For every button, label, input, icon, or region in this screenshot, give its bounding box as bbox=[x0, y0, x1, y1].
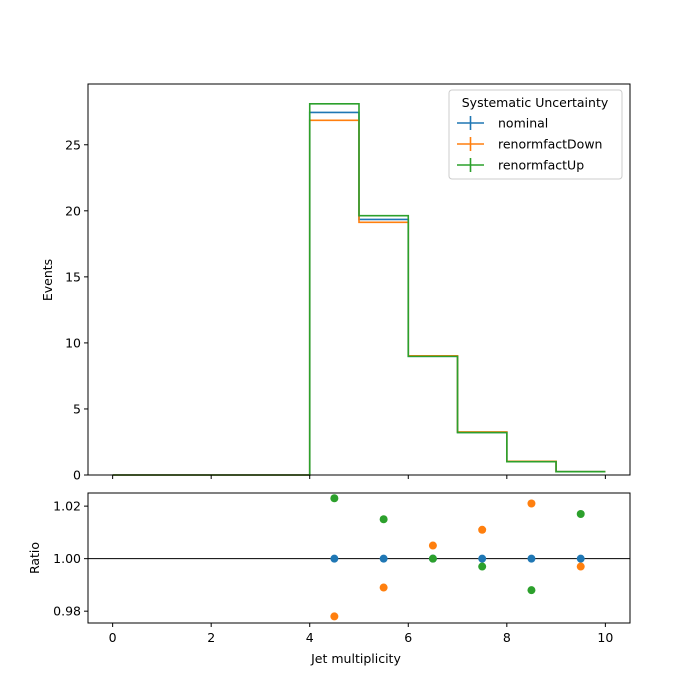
ratio-series-group bbox=[330, 494, 585, 621]
ratio-y-ticks: 0.98 1.00 1.02 bbox=[53, 499, 88, 619]
ratio-point bbox=[478, 554, 487, 563]
x-tick-label: 2 bbox=[207, 630, 215, 645]
ratio-series-renormfactUp bbox=[330, 494, 585, 595]
main-y-axis-label: Events bbox=[40, 259, 55, 301]
legend-label: nominal bbox=[498, 116, 548, 131]
legend-entry-nominal: nominal bbox=[457, 116, 548, 131]
legend-title: Systematic Uncertainty bbox=[462, 95, 609, 110]
x-tick-label: 0 bbox=[109, 630, 117, 645]
ratio-panel: 0.98 1.00 1.02 0 2 4 6 8 10 Ratio Jet multiplic… bbox=[27, 492, 631, 666]
main-y-tick-label: 20 bbox=[65, 203, 81, 218]
ratio-x-ticks: 0 2 4 6 8 10 bbox=[109, 623, 613, 645]
ratio-point bbox=[379, 583, 388, 592]
ratio-point bbox=[379, 515, 388, 524]
ratio-point bbox=[379, 554, 388, 563]
main-y-tick-label: 5 bbox=[73, 401, 81, 416]
ratio-point bbox=[576, 554, 585, 563]
ratio-point bbox=[527, 586, 536, 595]
ratio-point bbox=[478, 525, 487, 534]
main-y-ticks: 0 5 10 15 20 25 bbox=[65, 137, 88, 483]
x-axis-label: Jet multiplicity bbox=[310, 651, 401, 666]
ratio-y-tick-label: 1.02 bbox=[53, 499, 81, 514]
ratio-y-axis-label: Ratio bbox=[27, 542, 42, 574]
x-tick-label: 6 bbox=[404, 630, 412, 645]
ratio-y-tick-label: 1.00 bbox=[53, 551, 81, 566]
ratio-point bbox=[527, 499, 536, 508]
ratio-point bbox=[428, 541, 437, 550]
legend: Systematic Uncertainty nominal renormfact… bbox=[448, 89, 623, 180]
ratio-point bbox=[527, 554, 536, 563]
main-plot-frame bbox=[87, 83, 631, 476]
main-y-tick-label: 25 bbox=[65, 137, 81, 152]
legend-entries: nominal renormfactDown renormfactUp bbox=[457, 116, 602, 173]
legend-entry-renormfactDown: renormfactDown bbox=[457, 137, 602, 152]
legend-box bbox=[448, 89, 623, 180]
main-x-ticks bbox=[112, 475, 606, 479]
x-tick-label: 4 bbox=[306, 630, 314, 645]
legend-label: renormfactUp bbox=[498, 158, 584, 173]
ratio-point bbox=[478, 562, 487, 571]
ratio-point bbox=[428, 554, 437, 563]
ratio-point bbox=[330, 612, 339, 621]
main-y-tick-label: 0 bbox=[73, 468, 81, 483]
legend-label: renormfactDown bbox=[498, 137, 602, 152]
main-y-tick-label: 10 bbox=[65, 335, 81, 350]
x-tick-label: 10 bbox=[597, 630, 613, 645]
ratio-point bbox=[330, 494, 339, 503]
main-histogram-panel: 0 5 10 15 20 25 Events Systematic Uncertainty… bbox=[40, 83, 631, 483]
ratio-series-nominal bbox=[330, 554, 585, 563]
main-y-tick-label: 15 bbox=[65, 269, 81, 284]
ratio-series-renormfactDown bbox=[330, 499, 585, 621]
ratio-point bbox=[576, 562, 585, 571]
ratio-point bbox=[330, 554, 339, 563]
ratio-plot-frame bbox=[87, 492, 631, 624]
x-tick-label: 8 bbox=[503, 630, 511, 645]
ratio-point bbox=[576, 510, 585, 519]
ratio-y-tick-label: 0.98 bbox=[53, 604, 81, 619]
legend-entry-renormfactUp: renormfactUp bbox=[457, 158, 584, 173]
